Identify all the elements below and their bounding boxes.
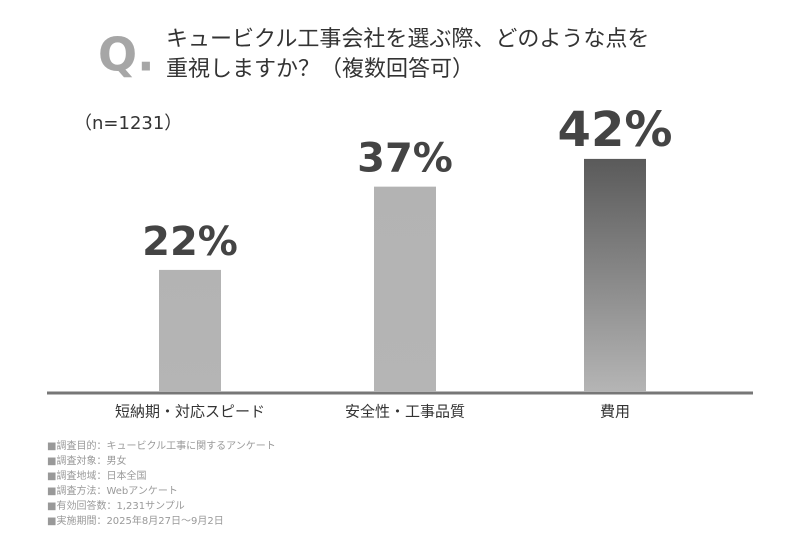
x-tick-label: 費用	[600, 403, 630, 421]
bar	[584, 158, 646, 392]
footnote: ■実施期間：2025年8月27日～9月2日	[47, 514, 224, 527]
value-label: 22%	[142, 219, 238, 265]
value-label: 37%	[357, 136, 453, 182]
q-mark: Q.	[98, 28, 155, 82]
x-tick-label: 安全性・工事品質	[345, 403, 465, 421]
bar	[374, 186, 436, 392]
footnote: ■有効回答数：1,231サンプル	[47, 499, 185, 512]
footnote: ■調査目的：キュービクル工事に関するアンケート	[47, 439, 276, 452]
footnote: ■調査対象：男女	[47, 454, 126, 467]
chart-title: 重視しますか？（複数回答可）	[166, 57, 474, 82]
x-tick-label: 短納期・対応スピード	[115, 403, 265, 421]
bar	[159, 269, 221, 392]
sample-size: （n=1231）	[74, 113, 182, 134]
value-label: 42%	[558, 102, 673, 158]
footnote: ■調査方法：Webアンケート	[47, 484, 178, 497]
footnote: ■調査地域：日本全国	[47, 469, 146, 482]
chart-title: キュービクル工事会社を選ぶ際、どのような点を	[166, 27, 649, 52]
